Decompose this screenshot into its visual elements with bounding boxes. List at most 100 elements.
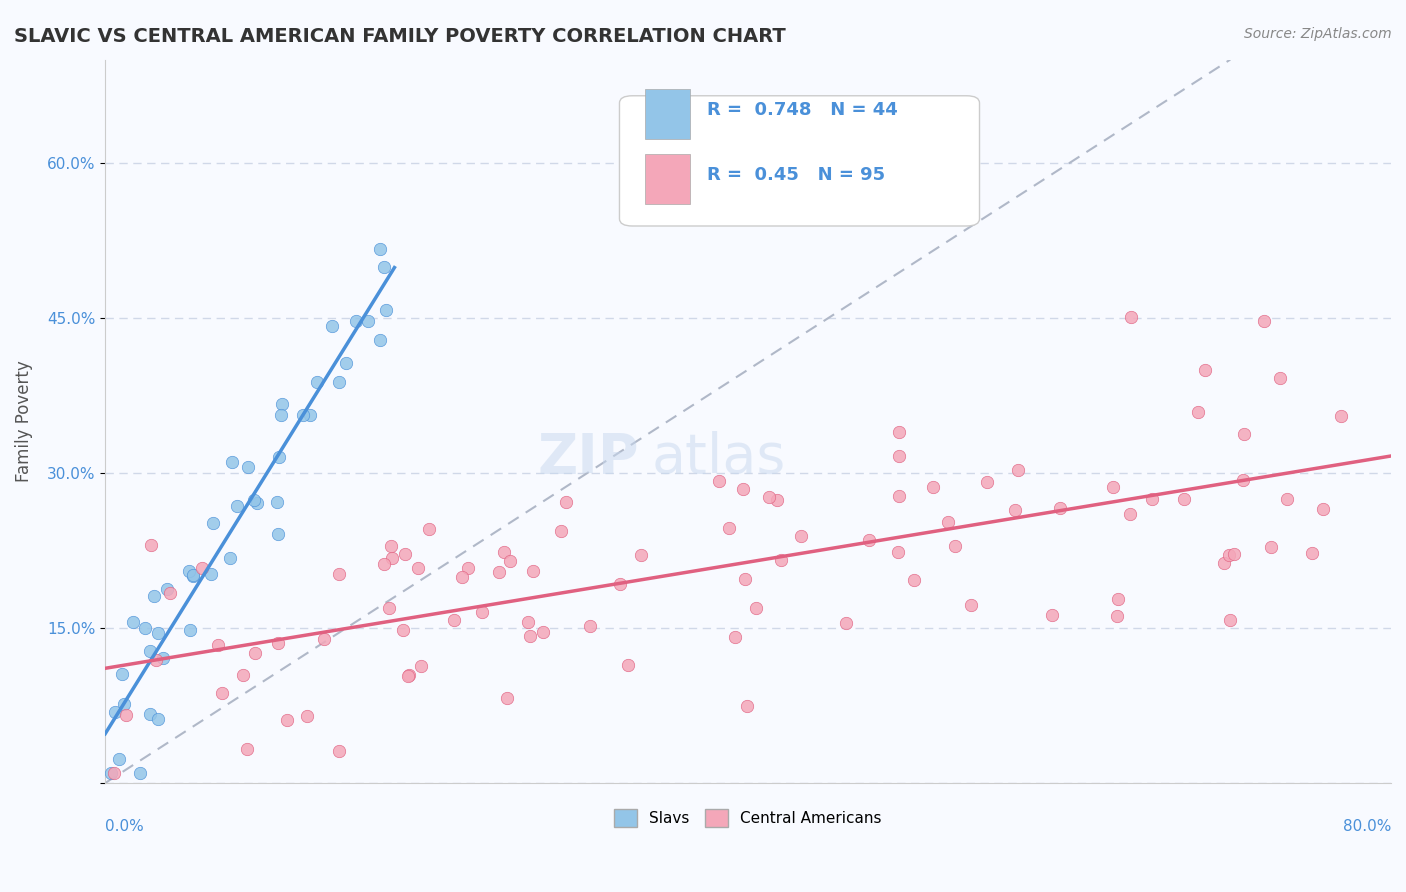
Point	[617, 658, 640, 673]
Point	[104, 705, 127, 719]
Point	[457, 561, 479, 575]
Point	[145, 652, 167, 666]
Point	[766, 493, 789, 508]
Point	[378, 601, 401, 615]
Point	[717, 521, 740, 535]
Point	[770, 553, 793, 567]
FancyBboxPatch shape	[645, 88, 690, 139]
Point	[122, 615, 145, 630]
Text: SLAVIC VS CENTRAL AMERICAN FAMILY POVERTY CORRELATION CHART: SLAVIC VS CENTRAL AMERICAN FAMILY POVERT…	[14, 27, 786, 45]
Point	[267, 527, 290, 541]
Point	[1107, 609, 1129, 624]
Text: R =  0.45   N = 95: R = 0.45 N = 95	[707, 166, 884, 185]
Point	[1233, 426, 1256, 441]
Point	[1260, 540, 1282, 554]
FancyBboxPatch shape	[645, 153, 690, 204]
Point	[368, 333, 391, 347]
Text: R =  0.748   N = 44: R = 0.748 N = 44	[707, 102, 897, 120]
Point	[609, 577, 631, 591]
Point	[976, 475, 998, 489]
Point	[1268, 371, 1291, 385]
Point	[707, 474, 730, 488]
Point	[1312, 501, 1334, 516]
Point	[392, 623, 415, 637]
Text: 80.0%: 80.0%	[1343, 819, 1391, 834]
Point	[103, 765, 125, 780]
Point	[357, 314, 380, 328]
Point	[152, 651, 174, 665]
Point	[1194, 362, 1216, 376]
Point	[238, 460, 260, 475]
Point	[221, 455, 243, 469]
Point	[100, 765, 122, 780]
Point	[790, 529, 813, 543]
Point	[292, 408, 315, 422]
Point	[744, 600, 766, 615]
Point	[1253, 313, 1275, 327]
Point	[550, 524, 572, 538]
Point	[903, 573, 925, 587]
Point	[139, 643, 162, 657]
Point	[321, 318, 343, 333]
Point	[107, 752, 129, 766]
Point	[373, 558, 395, 572]
Point	[531, 625, 554, 640]
Point	[202, 516, 225, 531]
Point	[305, 376, 328, 390]
Point	[219, 551, 242, 566]
Point	[267, 450, 290, 464]
Point	[555, 494, 578, 508]
Point	[266, 636, 288, 650]
Point	[887, 545, 910, 559]
Point	[328, 567, 350, 582]
Point	[394, 547, 416, 561]
Point	[368, 242, 391, 256]
Point	[312, 632, 335, 646]
Point	[1187, 405, 1209, 419]
Point	[190, 561, 212, 575]
Point	[1301, 546, 1323, 560]
Point	[112, 697, 135, 711]
Point	[266, 494, 288, 508]
Text: ZIP: ZIP	[537, 431, 638, 484]
Text: Source: ZipAtlas.com: Source: ZipAtlas.com	[1244, 27, 1392, 41]
Point	[887, 425, 910, 439]
Point	[179, 564, 201, 578]
Point	[207, 638, 229, 652]
Point	[1118, 507, 1140, 521]
Point	[1219, 613, 1241, 627]
Point	[328, 744, 350, 758]
Point	[297, 709, 319, 723]
Point	[488, 565, 510, 579]
Point	[226, 499, 249, 513]
Y-axis label: Family Poverty: Family Poverty	[15, 360, 32, 483]
Point	[146, 625, 169, 640]
Point	[451, 570, 474, 584]
Point	[146, 712, 169, 726]
Point	[1119, 310, 1142, 324]
Point	[1142, 491, 1164, 506]
Point	[373, 260, 395, 275]
Point	[155, 582, 177, 596]
Point	[328, 375, 350, 389]
Point	[398, 667, 420, 681]
Point	[243, 492, 266, 507]
Point	[1232, 474, 1254, 488]
Point	[200, 566, 222, 581]
Point	[141, 538, 163, 552]
Point	[1213, 556, 1236, 570]
Point	[245, 646, 267, 660]
Point	[374, 303, 396, 318]
Point	[134, 621, 156, 635]
Point	[734, 572, 756, 586]
Point	[1049, 500, 1071, 515]
Point	[181, 567, 204, 582]
Point	[630, 548, 652, 562]
Point	[835, 615, 858, 630]
Point	[522, 564, 544, 578]
Point	[735, 698, 758, 713]
Point	[236, 741, 259, 756]
Point	[1223, 547, 1246, 561]
Point	[270, 409, 292, 423]
Point	[115, 708, 138, 723]
